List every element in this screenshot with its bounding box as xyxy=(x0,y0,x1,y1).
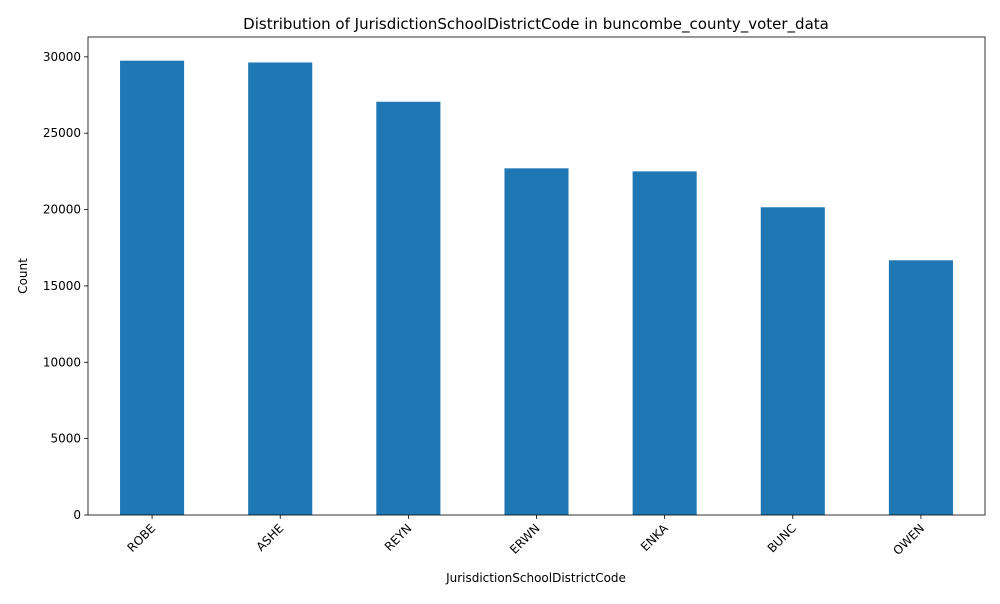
x-axis-label: JurisdictionSchoolDistrictCode xyxy=(445,571,626,585)
x-tick-label: ENKA xyxy=(638,521,671,554)
x-tick-label: ASHE xyxy=(253,521,286,554)
y-tick-label: 20000 xyxy=(43,203,81,217)
bar-ashe xyxy=(248,62,313,516)
y-tick-label: 25000 xyxy=(43,126,81,140)
x-tick-label: REYN xyxy=(382,521,415,554)
bar-erwn xyxy=(504,168,569,516)
y-axis-label: Count xyxy=(16,258,30,294)
x-tick-label: ROBE xyxy=(125,521,159,555)
bars-group xyxy=(120,60,953,516)
y-tick-label: 30000 xyxy=(43,50,81,64)
y-tick-label: 10000 xyxy=(43,355,81,369)
bar-robe xyxy=(120,60,185,515)
bar-bunc xyxy=(760,207,825,515)
bar-reyn xyxy=(376,101,441,515)
bar-enka xyxy=(632,171,697,515)
y-axis-ticks: 0 5000 10000 15000 20000 25000 30000 xyxy=(43,50,88,522)
x-tick-label: ERWN xyxy=(507,521,543,557)
x-tick-label: BUNC xyxy=(765,521,799,555)
y-tick-label: 5000 xyxy=(50,432,81,446)
chart-title: Distribution of JurisdictionSchoolDistri… xyxy=(243,15,829,34)
x-tick-label: OWEN xyxy=(890,521,927,558)
x-axis-ticks: ROBE ASHE REYN ERWN ENKA BUNC OWEN xyxy=(125,515,927,558)
y-tick-label: 0 xyxy=(73,508,81,522)
y-tick-label: 15000 xyxy=(43,279,81,293)
bar-owen xyxy=(888,260,953,515)
plot-area-frame xyxy=(87,36,986,516)
